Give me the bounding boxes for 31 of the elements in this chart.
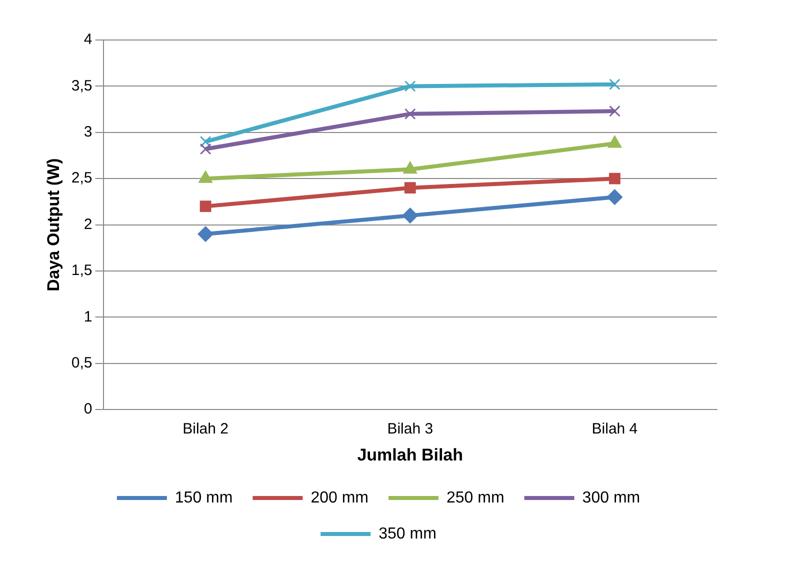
point <box>404 108 416 120</box>
point <box>609 105 620 117</box>
y-tick-label: 2,5 <box>71 170 92 187</box>
point <box>404 80 416 92</box>
y-axis-title: Daya Output (W) <box>44 158 63 292</box>
point <box>200 143 212 155</box>
legend-label: 300 mm <box>582 489 640 506</box>
point <box>200 136 212 148</box>
y-tick-label: 3 <box>84 124 92 141</box>
y-tick-label: 0,5 <box>71 354 92 372</box>
point <box>402 208 418 224</box>
legend-label: 250 mm <box>446 489 504 506</box>
y-tick-label: 0 <box>84 400 92 418</box>
y-tick-label: 1 <box>84 308 92 326</box>
legend-label: 150 mm <box>174 489 233 506</box>
x-tick-label: Bilah 2 <box>182 420 228 438</box>
point <box>609 172 620 184</box>
x-tick-label: Bilah 4 <box>592 420 638 438</box>
y-tick-label: 4 <box>84 31 92 48</box>
point <box>404 182 416 194</box>
point <box>198 226 214 242</box>
y-tick-label: 2 <box>84 216 92 233</box>
y-tick-label: 1,5 <box>71 262 92 280</box>
point <box>606 189 622 205</box>
x-axis-title: Jumlah Bilah <box>357 445 464 464</box>
y-tick-label: 3,5 <box>71 77 92 94</box>
legend-label: 350 mm <box>378 525 436 542</box>
point <box>200 200 212 212</box>
point <box>609 78 620 90</box>
x-tick-label: Bilah 3 <box>387 420 434 438</box>
legend-label: 200 mm <box>310 489 368 506</box>
